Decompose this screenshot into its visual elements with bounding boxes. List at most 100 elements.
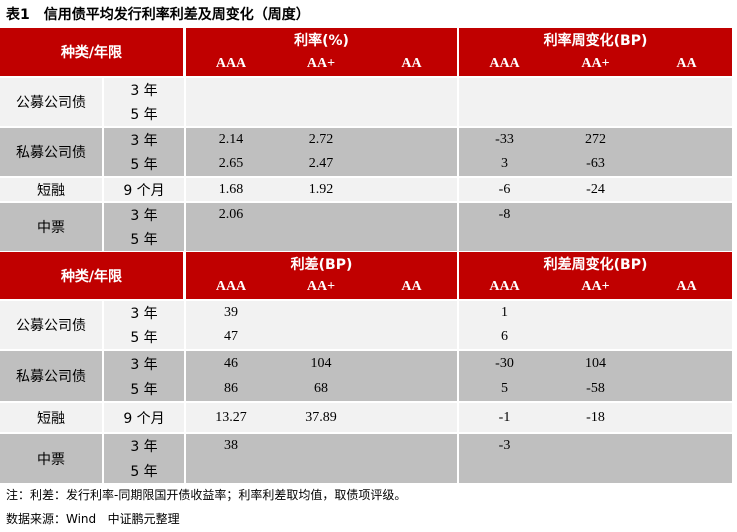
term-bg [104, 178, 184, 201]
left-values-bg [186, 78, 457, 126]
data-source: 数据来源：Wind 中证鹏元整理 [6, 512, 180, 526]
rating-header-aaa: AAA [186, 52, 276, 76]
left-values-bg [186, 301, 457, 349]
rating-header-aa: AA [641, 275, 732, 299]
value-cell [276, 227, 366, 251]
right-group-header: 利差周变化(BP) [459, 252, 732, 276]
value-cell: 47 [224, 329, 238, 344]
table-number: 表1 [6, 7, 30, 23]
left-values-bg [186, 434, 457, 483]
term-label: 3 年 [130, 306, 158, 322]
value-cell: 2.72 [308, 132, 334, 147]
value-cell: -63 [586, 156, 605, 171]
value-cell: 1.68 [218, 181, 244, 197]
rating-header-aaa: AAA [459, 52, 550, 76]
term-label: 9 个月 [123, 182, 165, 199]
value-cell [641, 434, 732, 459]
rating-header-aa: AA [366, 275, 457, 299]
value-cell: 1.92 [308, 181, 334, 197]
value-cell [366, 351, 457, 376]
value-cell [276, 203, 366, 227]
value-cell [276, 78, 366, 102]
value-cell: 104 [310, 355, 332, 371]
value-cell: 104 [585, 355, 606, 371]
term-bg [104, 128, 184, 176]
right-values-bg [459, 434, 732, 483]
value-cell [186, 78, 276, 102]
rating-header-aa: AA [366, 52, 457, 76]
value-cell: -8 [498, 207, 511, 222]
category-header: 种类/年限 [0, 28, 183, 76]
value-cell [366, 78, 457, 102]
value-cell [641, 301, 732, 325]
right-values-bg [459, 178, 732, 201]
value-cell: -3 [498, 438, 511, 454]
left-group-header: 利差(BP) [186, 252, 457, 276]
table-title: 表1 信用债平均发行利率利差及周变化（周度） [6, 4, 310, 24]
value-cell: 37.89 [305, 409, 337, 425]
value-cell: -1 [498, 409, 511, 425]
value-cell [641, 459, 732, 484]
value-cell: 38 [224, 438, 238, 454]
term-bg [104, 434, 184, 483]
value-cell [641, 78, 732, 102]
value-cell [276, 434, 366, 459]
term-label: 5 年 [130, 157, 158, 173]
value-cell: -33 [495, 132, 514, 147]
rating-header-aa: AA [641, 52, 732, 76]
value-cell [641, 376, 732, 401]
value-cell [366, 325, 457, 349]
left-values-bg [186, 128, 457, 176]
table-note: 注：利差：发行利率-同期限国开债收益率；利率利差取均值，取债项评级。 [6, 488, 407, 502]
value-cell [366, 376, 457, 401]
term-label: 3 年 [130, 439, 158, 456]
term-bg [104, 351, 184, 401]
value-cell: 46 [224, 355, 238, 371]
left-values-bg [186, 403, 457, 432]
term-label: 3 年 [130, 83, 158, 99]
category-header: 种类/年限 [0, 252, 183, 299]
category-label: 中票 [0, 203, 102, 251]
term-label: 5 年 [130, 107, 158, 123]
value-cell [459, 459, 550, 484]
value-cell: -18 [586, 409, 605, 425]
category-label: 公募公司债 [0, 301, 102, 349]
value-cell: 272 [585, 132, 606, 147]
left-values-bg [186, 178, 457, 201]
value-cell [186, 459, 276, 484]
term-label: 5 年 [130, 330, 158, 346]
category-label: 私募公司债 [0, 128, 102, 176]
value-cell: 2.06 [218, 207, 244, 222]
right-values-bg [459, 128, 732, 176]
term-label: 3 年 [130, 208, 158, 224]
value-cell [366, 301, 457, 325]
value-cell [641, 178, 732, 201]
value-cell: 5 [501, 380, 508, 396]
value-cell [550, 325, 641, 349]
value-cell [550, 102, 641, 126]
category-label: 中票 [0, 434, 102, 483]
value-cell: 13.27 [215, 409, 247, 425]
value-cell [641, 227, 732, 251]
term-label: 5 年 [130, 463, 158, 480]
value-cell: -30 [495, 355, 514, 371]
value-cell [641, 351, 732, 376]
right-values-bg [459, 78, 732, 126]
value-cell [641, 203, 732, 227]
term-label: 3 年 [130, 133, 158, 149]
rating-header-aaa: AAA [186, 275, 276, 299]
value-cell [550, 301, 641, 325]
value-cell [550, 434, 641, 459]
category-label: 私募公司债 [0, 351, 102, 401]
term-label: 9 个月 [123, 410, 165, 427]
value-cell [276, 301, 366, 325]
value-cell: 2.65 [218, 156, 244, 171]
term-label: 5 年 [130, 232, 158, 248]
value-cell [276, 325, 366, 349]
value-cell: 3 [501, 156, 508, 171]
value-cell [366, 178, 457, 201]
right-values-bg [459, 403, 732, 432]
right-group-header: 利率周变化(BP) [459, 28, 732, 52]
value-cell [641, 128, 732, 152]
right-values-bg [459, 351, 732, 401]
